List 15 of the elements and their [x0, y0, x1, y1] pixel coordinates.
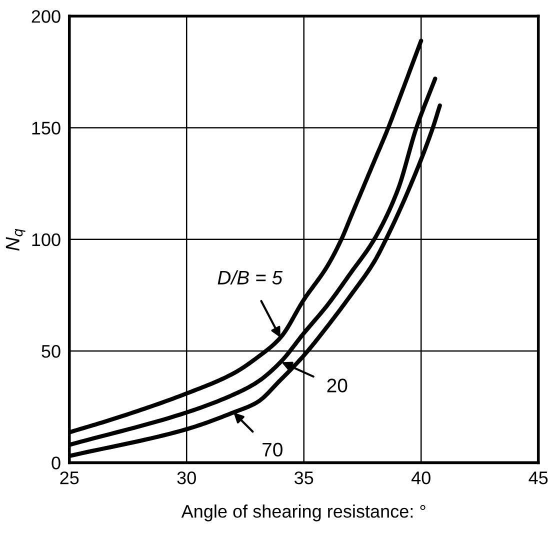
x-tick-label: 25 [60, 471, 79, 484]
x-tick-label: 45 [528, 472, 548, 484]
y-axis-title: N$_{q}$ [6, 228, 26, 251]
annotation: D/B = 5 [218, 270, 283, 285]
annotation: 70 [262, 442, 282, 457]
y-tick-label: 0 [52, 456, 60, 470]
annotation: 20 [327, 378, 348, 392]
x-tick-label: 40 [411, 471, 430, 484]
x-tick-label: 30 [177, 471, 196, 484]
x-tick-label: 35 [294, 471, 314, 484]
x-axis-title: Angle of shearing resistance: ° [181, 504, 426, 522]
y-tick-label: 150 [32, 122, 60, 134]
y-tick-label: 200 [32, 10, 60, 23]
y-tick-label: 50 [42, 344, 60, 358]
y-tick-label: 100 [32, 233, 60, 246]
